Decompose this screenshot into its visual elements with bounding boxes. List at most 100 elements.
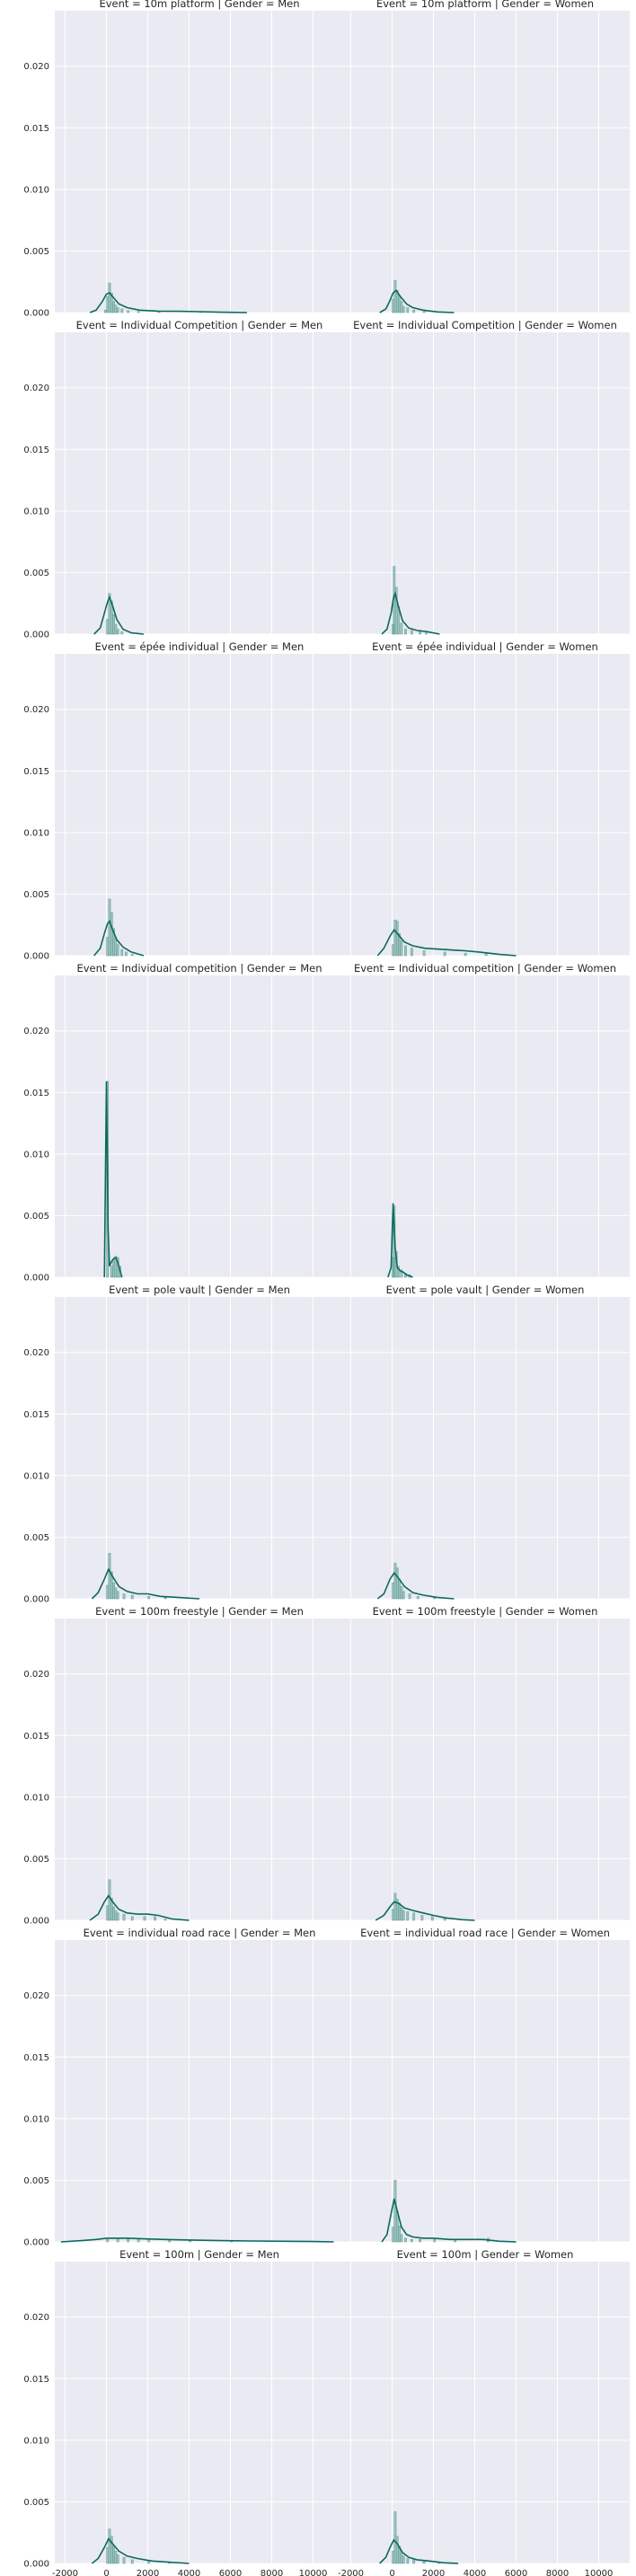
panel-title: Event = individual road race | Gender = …: [360, 1927, 610, 1939]
y-tick-label: 0.015: [23, 124, 49, 134]
x-tick-label: 0: [389, 2569, 394, 2576]
kde-line: [93, 595, 144, 635]
histogram-bar: [130, 2559, 134, 2564]
panel-title: Event = 10m platform | Gender = Women: [376, 0, 594, 10]
histogram-bar: [108, 2528, 111, 2564]
facet-panel: Event = Individual competition | Gender …: [340, 962, 630, 1278]
panel-title: Event = épée individual | Gender = Women: [372, 640, 598, 653]
histogram-bar: [114, 938, 118, 957]
x-tick-label: 8000: [261, 2569, 283, 2576]
facet-panel: Event = 100m | Gender = Women -2000 0 2000 4…: [338, 2248, 630, 2576]
histogram-bar: [397, 606, 400, 635]
panel-title: Event = Individual Competition | Gender …: [76, 319, 323, 331]
histogram-bar: [398, 295, 401, 313]
histogram-bar: [157, 312, 161, 313]
y-tick-label: 0.015: [23, 1732, 49, 1742]
x-tick-label: 6000: [505, 2569, 527, 2576]
kde-line: [376, 1571, 455, 1600]
histogram-bar: [110, 2536, 113, 2564]
panel-background: [340, 2262, 630, 2563]
x-tick-label: -2000: [338, 2569, 364, 2576]
panel-background: [340, 1940, 630, 2242]
histogram-bar: [398, 2225, 401, 2243]
histogram-bar: [122, 1593, 126, 1600]
histogram-bar: [124, 951, 128, 957]
histogram-bar: [416, 1596, 420, 1600]
histogram-bar: [137, 2239, 140, 2243]
y-tick-label: 0.015: [23, 2375, 49, 2385]
histogram-bar: [116, 944, 119, 957]
histogram-bar: [130, 954, 134, 957]
histogram-bar: [147, 2561, 151, 2564]
y-tick-label: 0.015: [23, 1410, 49, 1420]
histogram-bar: [130, 1916, 134, 1921]
histogram-bar: [106, 619, 110, 635]
kde-line: [381, 2198, 517, 2243]
histogram-bar: [147, 2239, 151, 2243]
histogram-bar: [425, 632, 428, 635]
histogram-bar: [114, 623, 118, 635]
histogram-bar: [422, 950, 426, 957]
kde-line: [89, 1894, 190, 1921]
histogram-bar: [400, 2234, 403, 2243]
histogram-bar: [402, 1910, 405, 1921]
histogram-bar: [392, 2227, 395, 2243]
histogram-bar: [419, 2239, 421, 2243]
facet-panel: Event = épée individual | Gender = Men 0.…: [23, 640, 344, 962]
y-tick-label: 0.000: [23, 2560, 49, 2570]
histogram-bar: [154, 1916, 156, 1921]
y-tick-label: 0.020: [23, 384, 49, 393]
histogram-bar: [392, 944, 395, 957]
kde-line: [379, 2538, 459, 2564]
y-tick-label: 0.000: [23, 952, 49, 962]
histogram-bar: [122, 2556, 126, 2564]
y-tick-label: 0.000: [23, 1274, 49, 1284]
kde-line: [376, 928, 517, 957]
kde-line: [91, 1567, 200, 1600]
histogram-bar: [103, 310, 107, 313]
histogram-bar: [114, 304, 118, 313]
histogram-bar: [130, 1594, 134, 1600]
facet-panel: Event = Individual competition | Gender …: [23, 962, 344, 1284]
y-tick-label: 0.010: [23, 2114, 49, 2124]
kde-line: [91, 2537, 190, 2564]
histogram-bar: [108, 1553, 111, 1600]
panel-background: [55, 975, 344, 1277]
histogram-bar: [122, 1913, 126, 1921]
facet-panel: Event = 100m | Gender = Men 0.000 0.005 0.0…: [23, 2248, 344, 2576]
histogram-bar: [393, 2180, 397, 2243]
histogram-bar: [404, 945, 407, 957]
panel-background: [55, 332, 344, 634]
histogram-bar: [464, 953, 467, 957]
facet-panel: Event = individual road race | Gender = …: [340, 1927, 630, 2243]
y-tick-label: 0.000: [23, 631, 49, 640]
panel-background: [340, 11, 630, 313]
histogram-bar: [412, 1912, 416, 1921]
panel-title: Event = 100m | Gender = Men: [119, 2248, 279, 2261]
panel-background: [340, 654, 630, 956]
y-tick-label: 0.010: [23, 1793, 49, 1803]
y-tick-label: 0.020: [23, 2313, 49, 2323]
y-tick-label: 0.005: [23, 1855, 49, 1865]
histogram-bar: [112, 1582, 115, 1600]
histogram-bar: [120, 631, 124, 635]
histogram-bar: [106, 1584, 110, 1600]
facet-panel: Event = 10m platform | Gender = Men 0.000…: [23, 0, 344, 319]
facet-panel: Event = 100m freestyle | Gender = Women: [340, 1605, 630, 1921]
y-tick-label: 0.000: [23, 1595, 49, 1605]
facet-panel: Event = 100m freestyle | Gender = Men 0.0…: [23, 1605, 344, 1927]
x-tick-label: 4000: [464, 2569, 486, 2576]
histogram-bar: [106, 2546, 110, 2564]
histogram-bar: [137, 311, 140, 313]
histogram-bar: [163, 1597, 167, 1600]
kde-line: [60, 2237, 334, 2243]
kde-line: [381, 590, 440, 635]
facet-panel: Event = épée individual | Gender = Women: [340, 640, 630, 957]
histogram-bar: [108, 1879, 111, 1921]
facet-panel: Event = pole vault | Gender = Men 0.000 0.…: [23, 1284, 344, 1605]
histogram-bar: [404, 629, 407, 635]
histogram-bar: [402, 305, 405, 313]
histogram-bar: [422, 2561, 426, 2564]
histogram-bar: [120, 948, 124, 957]
